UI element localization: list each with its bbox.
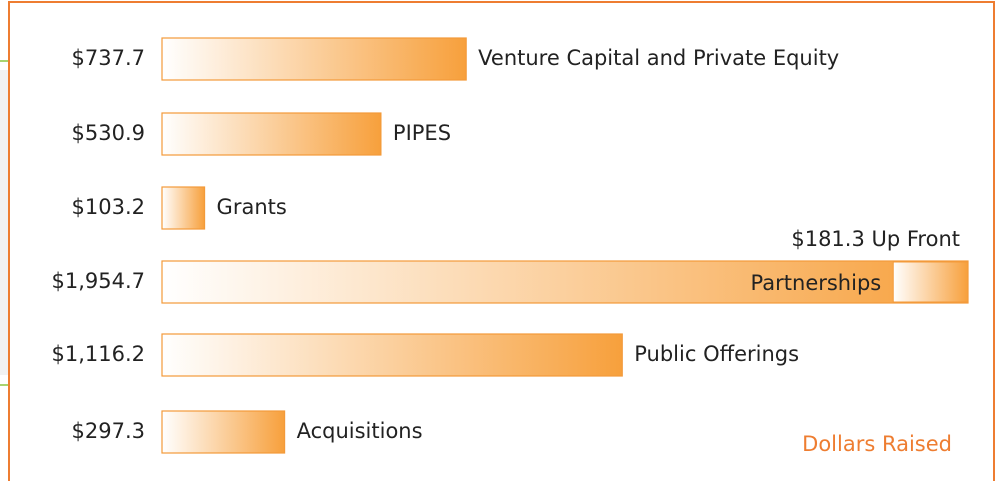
value-label: $1,116.2 bbox=[51, 342, 145, 366]
up-front-segment bbox=[892, 261, 969, 303]
category-label: Venture Capital and Private Equity bbox=[478, 46, 839, 70]
value-label: $737.7 bbox=[72, 46, 145, 70]
value-label: $530.9 bbox=[72, 121, 145, 145]
bar bbox=[161, 410, 286, 454]
value-label: $1,954.7 bbox=[51, 269, 145, 293]
side-shade bbox=[0, 70, 9, 375]
category-label: Acquisitions bbox=[297, 419, 423, 443]
annotation: Dollars Raised bbox=[802, 432, 952, 456]
bar bbox=[161, 186, 206, 230]
bar bbox=[161, 37, 467, 81]
category-label: Public Offerings bbox=[634, 342, 799, 366]
bar bbox=[161, 333, 623, 377]
value-label: $297.3 bbox=[72, 419, 145, 443]
category-label: Partnerships bbox=[751, 271, 882, 295]
bar bbox=[161, 260, 969, 304]
value-label: $103.2 bbox=[72, 195, 145, 219]
category-label: Grants bbox=[217, 195, 287, 219]
up-front-label: $181.3 Up Front bbox=[791, 227, 960, 251]
category-label: PIPES bbox=[393, 121, 451, 145]
bar bbox=[161, 112, 382, 156]
frame bbox=[8, 1, 995, 481]
